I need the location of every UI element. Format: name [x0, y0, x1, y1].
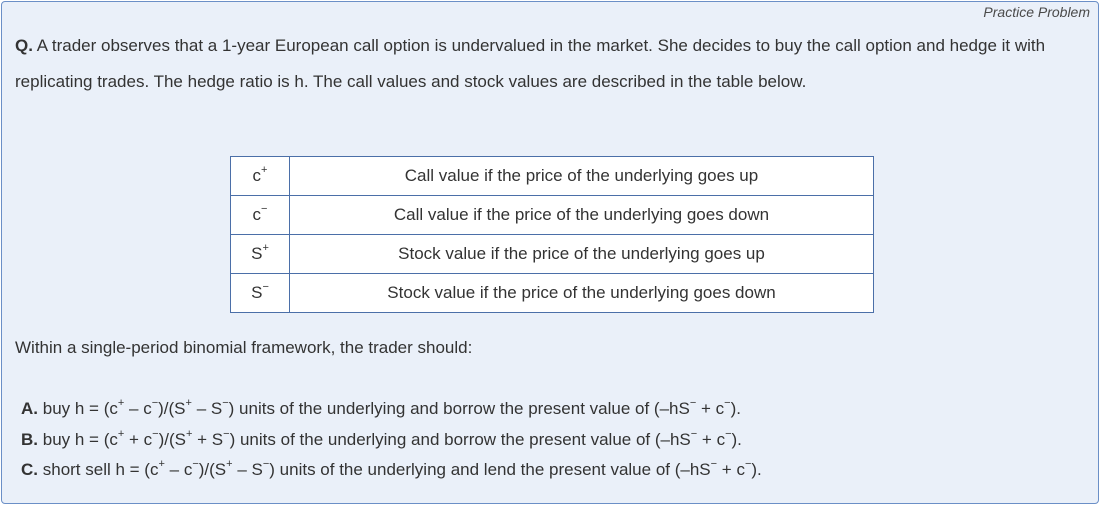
symbol-cell: c+ — [230, 156, 290, 196]
description-cell: Stock value if the price of the underlyi… — [289, 234, 874, 274]
values-table: c+ Call value if the price of the underl… — [230, 156, 874, 313]
table-row: S+ Stock value if the price of the under… — [230, 234, 874, 274]
symbol-cell: S− — [230, 273, 290, 313]
question-label: Q. — [15, 36, 33, 55]
symbol-cell: c− — [230, 195, 290, 235]
table-row: S− Stock value if the price of the under… — [230, 273, 874, 313]
option-b[interactable]: B. buy h = (c+ + c−)/(S+ + S−) units of … — [21, 427, 742, 449]
description-cell: Call value if the price of the underlyin… — [289, 195, 874, 235]
table-row: c+ Call value if the price of the underl… — [230, 156, 874, 196]
question-prompt: Within a single-period binomial framewor… — [15, 338, 473, 357]
question-text: A trader observes that a 1-year European… — [15, 36, 1046, 91]
description-cell: Call value if the price of the underlyin… — [289, 156, 874, 196]
option-c[interactable]: C. short sell h = (c+ – c−)/(S+ – S−) un… — [21, 458, 762, 479]
table-row: c− Call value if the price of the underl… — [230, 195, 874, 235]
answer-options: A. buy h = (c+ – c−)/(S+ – S−) units of … — [21, 394, 1081, 486]
option-letter: C. — [21, 460, 38, 479]
option-a[interactable]: A. buy h = (c+ – c−)/(S+ – S−) units of … — [21, 397, 741, 418]
option-letter: B. — [21, 429, 38, 449]
option-letter: A. — [21, 399, 38, 418]
question-stem: Q. A trader observes that a 1-year Europ… — [15, 28, 1090, 100]
description-cell: Stock value if the price of the underlyi… — [289, 273, 874, 313]
symbol-cell: S+ — [230, 234, 290, 274]
practice-problem-tag: Practice Problem — [983, 4, 1090, 20]
